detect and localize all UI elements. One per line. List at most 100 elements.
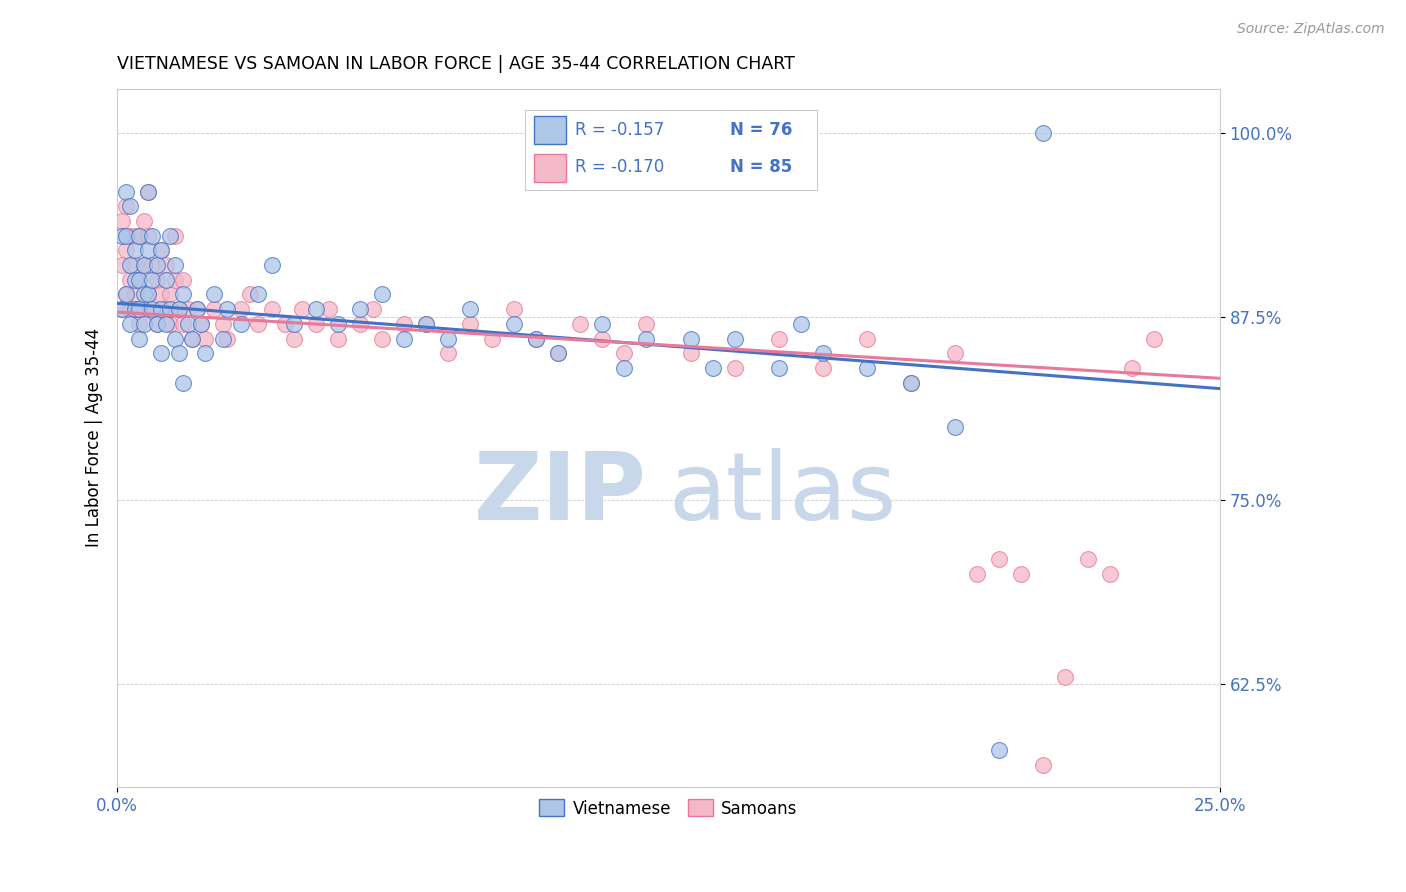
Point: [141, 273, 163, 287]
Point: [437, 346, 460, 360]
Point: [217, 302, 239, 317]
Point: [167, 302, 190, 317]
Text: atlas: atlas: [668, 448, 897, 540]
Point: [190, 317, 212, 331]
Point: [172, 317, 194, 331]
Point: [217, 332, 239, 346]
Point: [415, 317, 437, 331]
Point: [186, 302, 208, 317]
Point: [371, 332, 394, 346]
Point: [283, 332, 305, 346]
Point: [124, 302, 146, 317]
Point: [361, 302, 384, 317]
Point: [124, 287, 146, 301]
Point: [524, 332, 547, 346]
Point: [305, 317, 328, 331]
Point: [146, 317, 169, 331]
Point: [318, 302, 340, 317]
Point: [247, 317, 270, 331]
Point: [155, 258, 177, 272]
Point: [212, 332, 235, 346]
Point: [120, 317, 142, 331]
Point: [141, 302, 163, 317]
Point: [150, 346, 173, 360]
Point: [159, 302, 181, 317]
Point: [943, 420, 966, 434]
Point: [900, 376, 922, 390]
Point: [124, 228, 146, 243]
Point: [163, 228, 186, 243]
Point: [150, 244, 173, 258]
Point: [305, 302, 328, 317]
Point: [115, 287, 138, 301]
Point: [679, 346, 702, 360]
Point: [1032, 758, 1054, 772]
Point: [503, 302, 526, 317]
Point: [146, 273, 169, 287]
Point: [202, 302, 225, 317]
Point: [768, 332, 790, 346]
Point: [1098, 566, 1121, 581]
Point: [274, 317, 297, 331]
Point: [458, 317, 481, 331]
Point: [159, 287, 181, 301]
Point: [177, 317, 200, 331]
Point: [115, 287, 138, 301]
Point: [569, 317, 592, 331]
Point: [679, 332, 702, 346]
Point: [150, 244, 173, 258]
Point: [159, 317, 181, 331]
Point: [503, 317, 526, 331]
Point: [120, 258, 142, 272]
Point: [181, 332, 204, 346]
Point: [155, 273, 177, 287]
Point: [141, 258, 163, 272]
Point: [115, 199, 138, 213]
Point: [172, 287, 194, 301]
Point: [811, 361, 834, 376]
Point: [128, 273, 150, 287]
Point: [613, 361, 636, 376]
Point: [128, 228, 150, 243]
Point: [136, 185, 159, 199]
Text: ZIP: ZIP: [474, 448, 647, 540]
Point: [260, 258, 283, 272]
Point: [110, 302, 132, 317]
Point: [591, 332, 613, 346]
Point: [155, 317, 177, 331]
Point: [141, 302, 163, 317]
Point: [128, 273, 150, 287]
Point: [238, 287, 260, 301]
Point: [120, 273, 142, 287]
Point: [190, 317, 212, 331]
Point: [136, 185, 159, 199]
Point: [115, 185, 138, 199]
Point: [458, 302, 481, 317]
Point: [155, 302, 177, 317]
Point: [136, 228, 159, 243]
Point: [326, 332, 349, 346]
Point: [115, 244, 138, 258]
Text: VIETNAMESE VS SAMOAN IN LABOR FORCE | AGE 35-44 CORRELATION CHART: VIETNAMESE VS SAMOAN IN LABOR FORCE | AG…: [117, 55, 794, 73]
Point: [128, 332, 150, 346]
Point: [115, 228, 138, 243]
Point: [283, 317, 305, 331]
Point: [159, 228, 181, 243]
Point: [132, 258, 155, 272]
Point: [702, 361, 724, 376]
Point: [524, 332, 547, 346]
Point: [110, 258, 132, 272]
Point: [636, 332, 658, 346]
Point: [163, 332, 186, 346]
Point: [229, 302, 252, 317]
Point: [146, 317, 169, 331]
Point: [150, 302, 173, 317]
Point: [167, 302, 190, 317]
Point: [132, 287, 155, 301]
Point: [132, 258, 155, 272]
Point: [547, 346, 569, 360]
Point: [247, 287, 270, 301]
Point: [172, 273, 194, 287]
Point: [371, 287, 394, 301]
Point: [636, 317, 658, 331]
